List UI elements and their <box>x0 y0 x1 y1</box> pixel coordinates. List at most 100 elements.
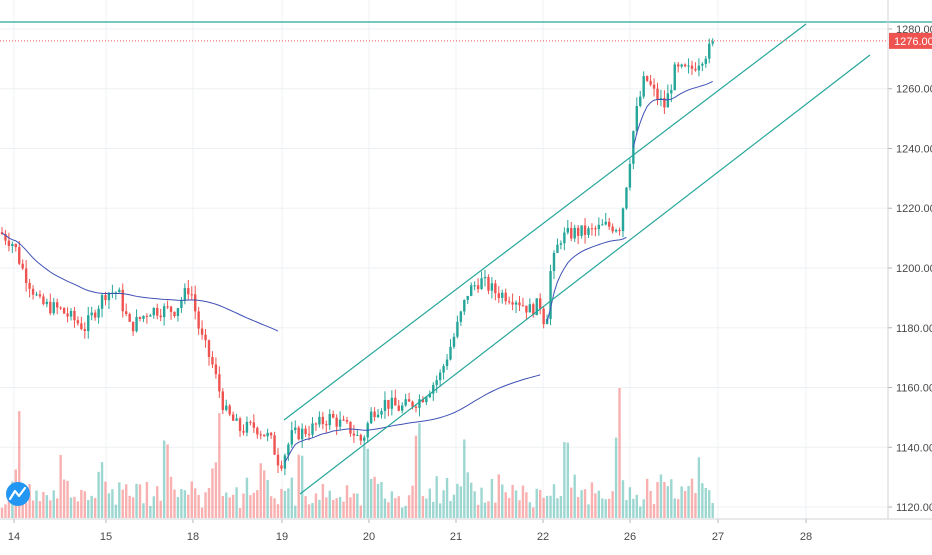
price-tick-label: 1220.00 <box>896 203 932 215</box>
candle-body <box>697 65 701 71</box>
volume-bar <box>459 486 463 518</box>
candle-body <box>352 433 356 436</box>
candle-body <box>187 288 190 295</box>
volume-bar <box>238 508 242 518</box>
candle-body <box>497 293 500 298</box>
volume-bar <box>159 500 162 518</box>
volume-bar <box>197 494 200 518</box>
candle-body <box>21 263 24 269</box>
volume-bar <box>583 489 587 518</box>
volume-bar <box>307 504 311 518</box>
candle-body <box>145 315 149 317</box>
candle-body <box>304 428 307 435</box>
volume-bar <box>342 501 345 518</box>
channel-lower-line <box>299 54 871 495</box>
price-tick-label: 1200.00 <box>896 263 932 275</box>
candle-body <box>11 244 14 247</box>
volume-bar <box>345 485 349 518</box>
volume-bar <box>190 481 193 518</box>
candle-body <box>670 90 673 94</box>
volume-bar <box>180 489 183 518</box>
vwap-line <box>284 374 541 463</box>
candle-body <box>704 58 707 64</box>
volume-bar <box>145 481 149 518</box>
candle-body <box>38 294 42 297</box>
volume-bar <box>97 471 100 518</box>
candle-body <box>556 244 559 253</box>
volume-bar <box>639 506 642 518</box>
volume-bar <box>552 484 556 518</box>
volume-bar <box>642 499 645 518</box>
volume-bar <box>318 499 321 518</box>
volume-bar <box>501 484 504 518</box>
candle-body <box>263 434 266 437</box>
volume-bar <box>397 496 400 518</box>
candle-body <box>421 399 425 403</box>
volume-bar <box>608 498 611 518</box>
candle-body <box>570 228 573 239</box>
candle-body <box>24 268 28 283</box>
volume-bar <box>659 474 663 518</box>
candle-body <box>359 434 362 441</box>
volume-bar <box>680 486 683 518</box>
volume-bar <box>632 498 635 518</box>
volume-bar <box>597 490 601 518</box>
candle-body <box>269 432 273 436</box>
volume-bar <box>432 501 435 518</box>
volume-bar <box>252 492 256 518</box>
candle-body <box>52 302 55 314</box>
volume-bar <box>80 489 83 518</box>
volume-bar <box>507 497 511 518</box>
volume-bar <box>373 476 376 518</box>
candle-body <box>190 294 193 296</box>
candle-body <box>252 422 256 428</box>
candle-body <box>214 364 218 375</box>
volume-bar <box>704 487 707 518</box>
candle-body <box>100 295 104 309</box>
time-tick-label: 21 <box>450 531 462 543</box>
candle-body <box>511 302 514 305</box>
volume-bar <box>363 445 366 518</box>
candle-body <box>618 230 621 232</box>
candle-body <box>369 411 373 424</box>
volume-bar <box>231 494 235 518</box>
candle-body <box>225 405 228 411</box>
volume-bar <box>273 498 276 518</box>
candle-body <box>683 64 687 67</box>
candle-body <box>476 285 480 290</box>
candle-body <box>194 294 197 312</box>
candle-body <box>107 292 111 301</box>
candle-body <box>318 416 321 425</box>
volume-bar <box>125 484 128 518</box>
last-price-label: 1276.00 <box>894 36 932 48</box>
candle-body <box>149 315 152 317</box>
candle-body <box>632 131 635 164</box>
candle-body <box>708 43 711 59</box>
candle-body <box>242 431 245 433</box>
volume-bar <box>194 488 197 518</box>
volume-bar <box>369 478 373 518</box>
candle-body <box>338 419 342 427</box>
candle-body <box>583 225 587 235</box>
candle-body <box>245 421 249 433</box>
candle-body <box>483 276 487 279</box>
candle-body <box>608 221 611 227</box>
volume-bar <box>66 480 69 518</box>
volume-bar <box>652 504 656 518</box>
volume-bar <box>542 497 545 518</box>
vwap-line <box>632 80 713 148</box>
volume-bar <box>56 498 59 518</box>
logo-layer[interactable] <box>6 482 30 506</box>
volume-bar <box>0 507 4 518</box>
candle-body <box>159 315 162 318</box>
candle-body <box>221 391 224 411</box>
candle-body <box>363 437 366 441</box>
volume-bar <box>383 498 387 518</box>
candle-body <box>183 288 187 301</box>
candle-body <box>442 366 445 373</box>
volume-bar <box>104 481 107 518</box>
candle-body <box>690 65 694 69</box>
volume-bar <box>366 448 369 518</box>
candle-body <box>235 418 238 421</box>
